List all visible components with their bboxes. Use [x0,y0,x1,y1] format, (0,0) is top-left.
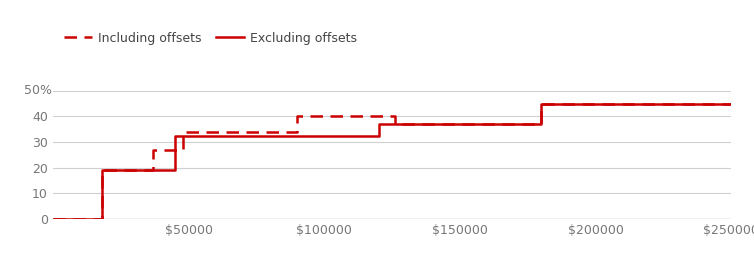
Text: 50%: 50% [24,84,52,97]
Legend: Including offsets, Excluding offsets: Including offsets, Excluding offsets [59,26,362,50]
